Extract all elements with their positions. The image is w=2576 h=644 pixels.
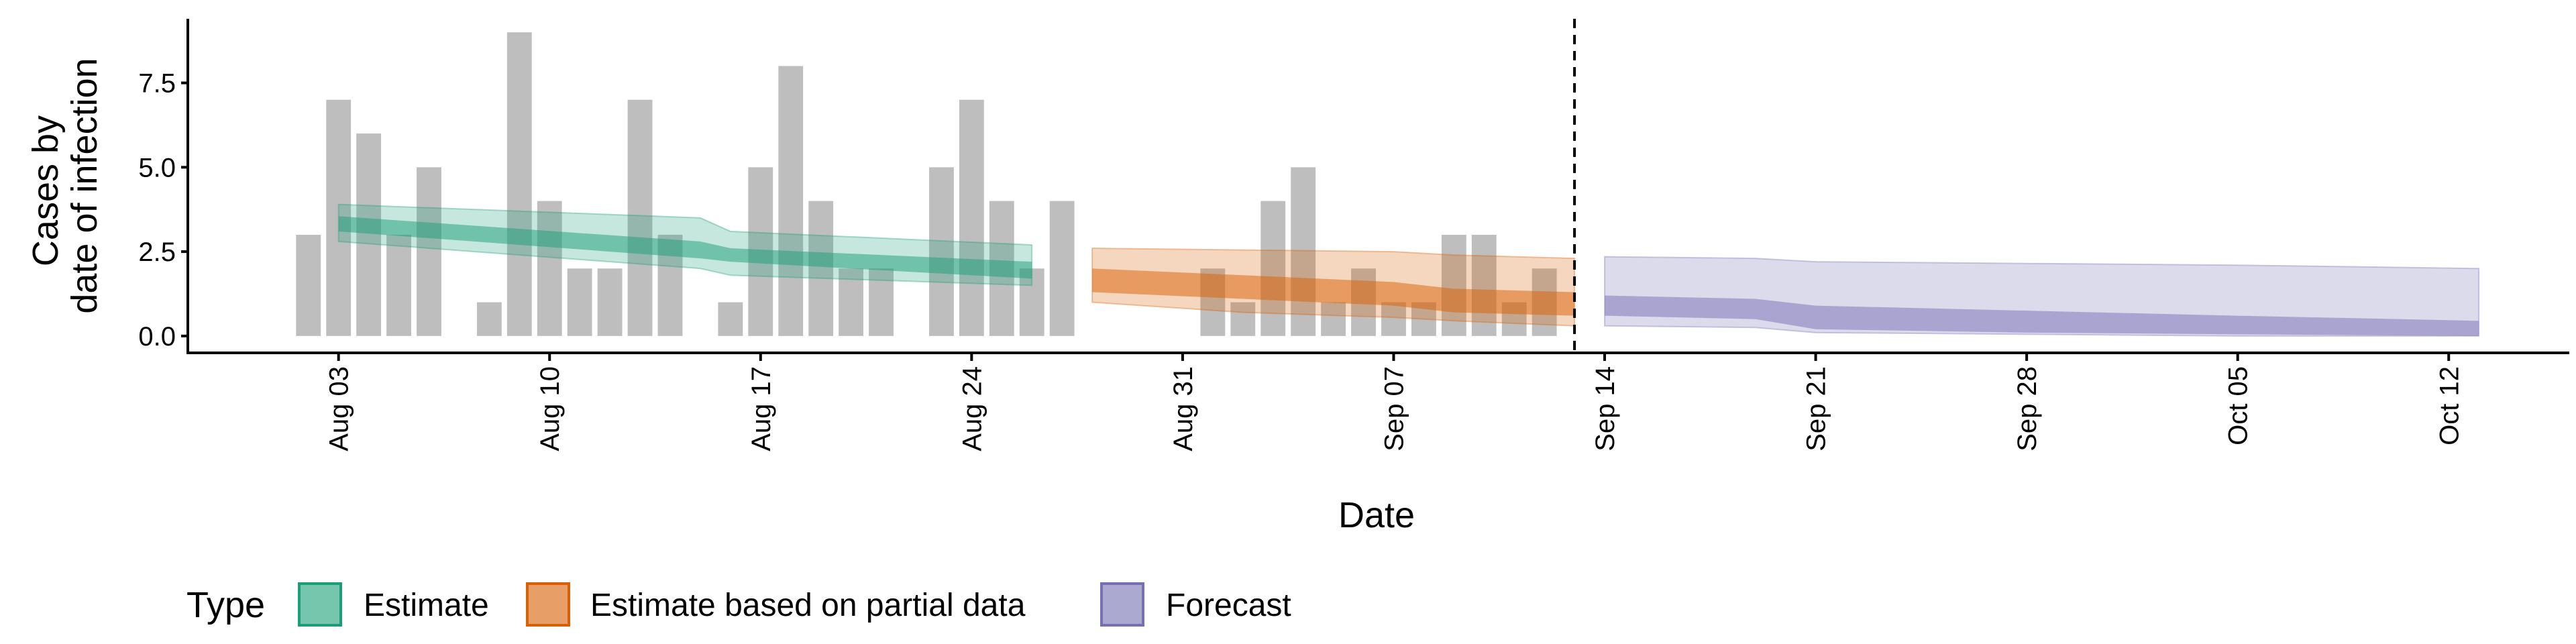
- bar: [356, 133, 382, 336]
- x-tick-label: Aug 17: [747, 366, 776, 451]
- x-tick-label: Oct 12: [2434, 366, 2464, 445]
- bar: [1381, 302, 1406, 336]
- ribbon-inner-estimate: [338, 216, 1032, 279]
- x-tick-label: Aug 31: [1169, 366, 1198, 451]
- bar: [1049, 201, 1075, 336]
- bar: [296, 234, 321, 336]
- ribbons-layer: [337, 203, 2480, 337]
- ribbon-inner-forecast: [1605, 295, 2479, 336]
- x-tick-label: Sep 21: [1802, 366, 1831, 451]
- x-tick-label: Sep 14: [1591, 366, 1620, 451]
- x-axis-title: Date: [1338, 495, 1415, 535]
- bar: [1441, 234, 1466, 336]
- bar: [718, 302, 743, 336]
- x-ticks: Aug 03 Aug 10 Aug 17 Aug 24 Aug 31 Sep 07 Sep …: [325, 353, 2464, 451]
- bar: [1260, 201, 1286, 336]
- axes: [186, 19, 2569, 354]
- bar: [1321, 302, 1346, 336]
- bars-layer: [296, 32, 1557, 336]
- bar: [959, 99, 984, 336]
- x-tick-label: Aug 10: [535, 366, 565, 451]
- bar: [386, 234, 411, 336]
- y-axis-title-line-2: date of infection: [64, 58, 105, 313]
- legend-key-estimate: [298, 582, 342, 627]
- legend-label-forecast: Forecast: [1166, 588, 1291, 623]
- legend: Type Estimate Estimate based on partial …: [186, 582, 1291, 627]
- legend-title: Type: [186, 585, 265, 625]
- x-tick-label: Aug 03: [325, 366, 354, 451]
- ribbon-inner-estimate-based-on-partial-data: [1092, 268, 1575, 316]
- bar: [506, 32, 532, 336]
- legend-label-estimate: Estimate: [364, 588, 489, 623]
- y-axis-title: Cases by date of infection: [25, 58, 105, 313]
- bar: [1291, 167, 1316, 336]
- bar: [597, 268, 623, 336]
- y-tick-label: 2.5: [138, 237, 176, 267]
- x-tick-label: Sep 28: [2012, 366, 2042, 451]
- bar: [476, 302, 502, 336]
- x-tick-label: Sep 07: [1379, 366, 1409, 451]
- bar: [1019, 268, 1044, 336]
- bar: [778, 66, 804, 336]
- y-tick-label: 5.0: [138, 153, 176, 182]
- bar: [627, 99, 653, 336]
- y-tick-label: 0.0: [138, 322, 176, 352]
- bar: [1230, 302, 1256, 336]
- bar: [808, 201, 834, 336]
- bar: [839, 268, 864, 336]
- bar: [537, 201, 562, 336]
- bar: [928, 167, 954, 336]
- bar: [869, 268, 894, 336]
- legend-key-partial: [526, 582, 570, 627]
- y-axis-title-line-1: Cases by: [25, 115, 66, 266]
- y-tick-label: 7.5: [138, 69, 176, 99]
- bar: [417, 167, 441, 336]
- x-tick-label: Oct 05: [2224, 366, 2253, 445]
- bar: [1471, 234, 1497, 336]
- legend-label-partial: Estimate based on partial data: [590, 588, 1026, 623]
- legend-key-forecast: [1100, 582, 1144, 627]
- y-ticks: 0.0 2.5 5.0 7.5: [138, 69, 188, 352]
- x-tick-label: Aug 24: [957, 366, 987, 451]
- bar: [567, 268, 592, 336]
